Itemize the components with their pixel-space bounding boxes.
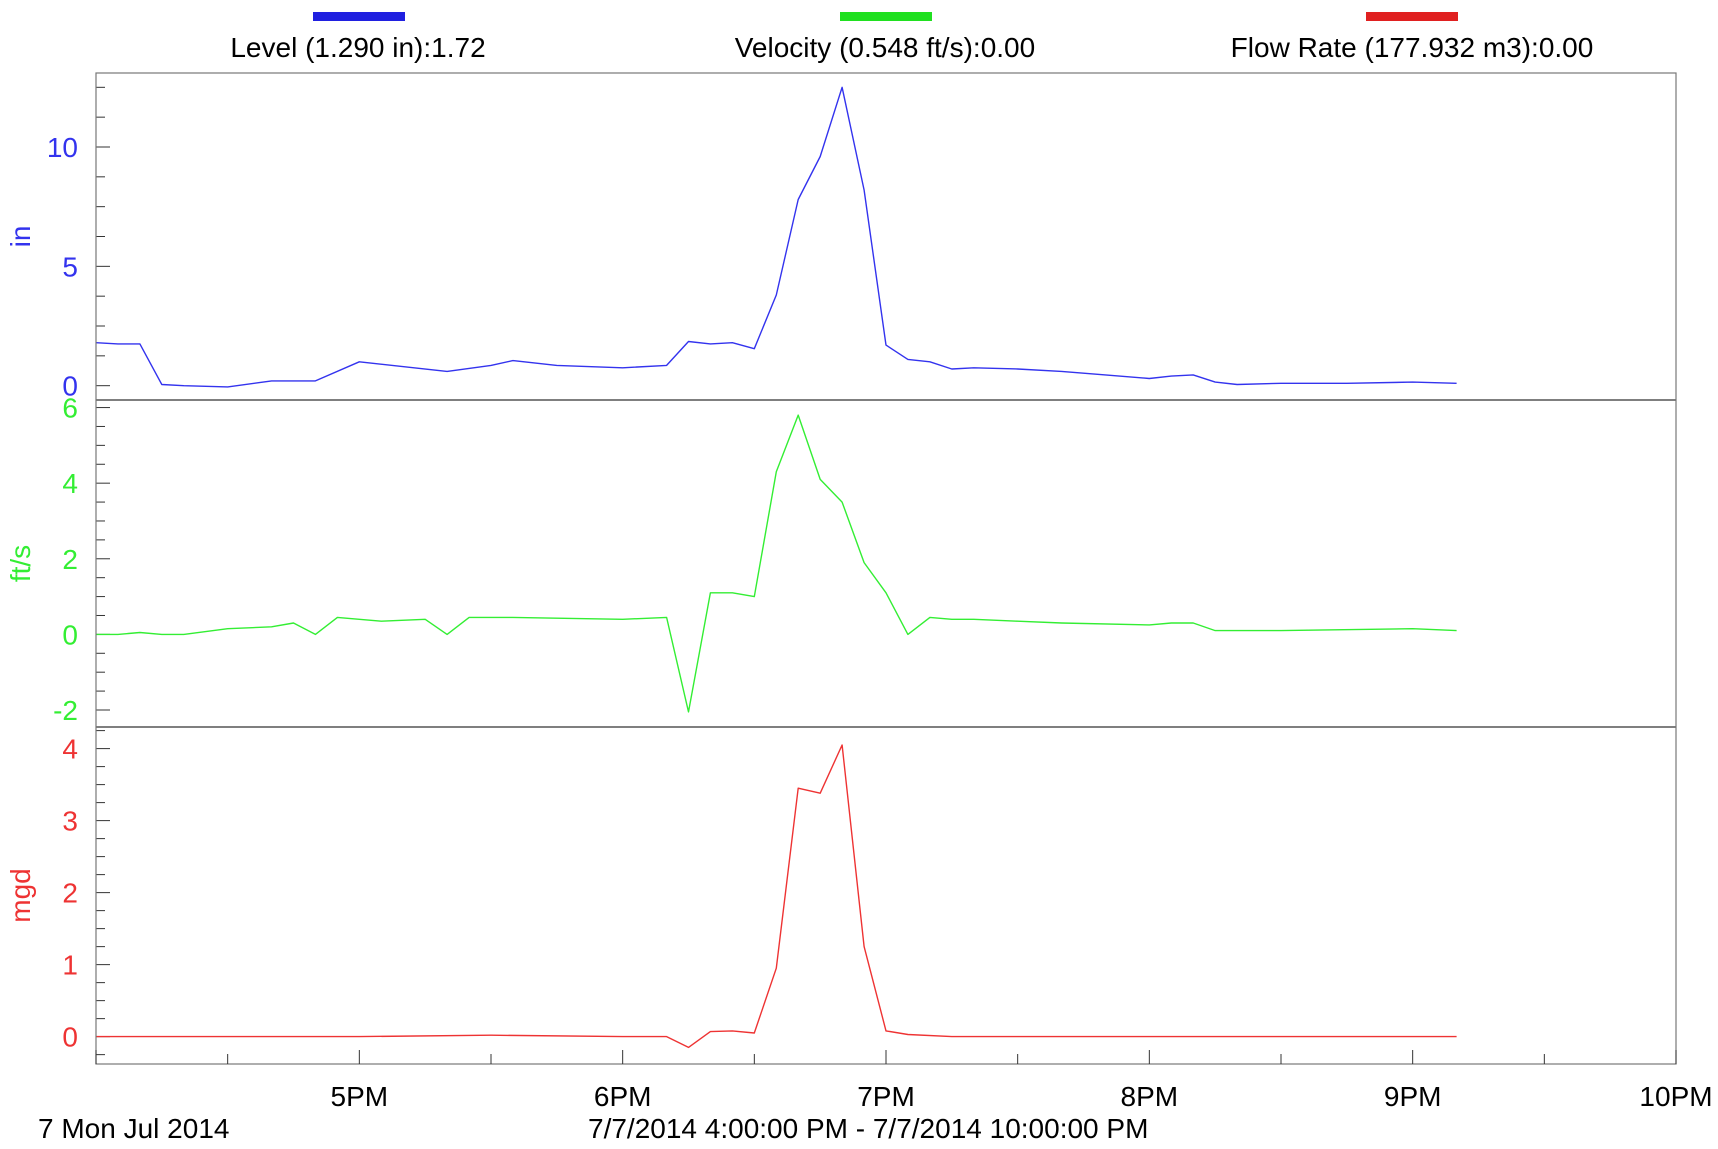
y-tick-label-1: 0 xyxy=(62,619,78,650)
series-line-level xyxy=(95,86,1457,388)
y-tick-label-0: 5 xyxy=(62,251,78,282)
y-axis-label-0: in xyxy=(5,226,36,248)
series-line-velocity xyxy=(96,414,1457,713)
legend-swatch-flow-rate xyxy=(1366,12,1458,21)
x-tick-label: 5PM xyxy=(331,1081,389,1110)
y-tick-label-2: 0 xyxy=(62,1022,78,1053)
y-axis-label-1: ft/s xyxy=(5,545,36,582)
y-tick-label-1: -2 xyxy=(53,695,78,726)
x-tick-label: 6PM xyxy=(594,1081,652,1110)
x-tick-label: 8PM xyxy=(1121,1081,1179,1110)
plot-frame xyxy=(95,72,1677,1065)
y-tick-label-2: 1 xyxy=(62,950,78,981)
y-tick-label-1: 6 xyxy=(62,393,78,424)
legend-label-level: Level (1.290 in):1.72 xyxy=(230,32,486,63)
chart-area: 0 5 10 in -2 0 2 4 6 ft/s 0 1 2 3 4 mgd 5PM 6PM 7PM 8PM 9PM 1… xyxy=(5,72,1713,1110)
y-tick-label-1: 2 xyxy=(62,544,78,575)
legend-swatch-level xyxy=(313,12,405,21)
y-tick-label-2: 2 xyxy=(62,878,78,909)
footer-range-label: 7/7/2014 4:00:00 PM - 7/7/2014 10:00:00 … xyxy=(588,1113,1149,1144)
y-tick-label-2: 3 xyxy=(62,806,78,837)
legend-label-velocity: Velocity (0.548 ft/s):0.00 xyxy=(734,32,1036,63)
x-tick-label: 7PM xyxy=(857,1081,915,1110)
footer-date-label: 7 Mon Jul 2014 xyxy=(38,1113,230,1144)
y-tick-label-0: 10 xyxy=(47,132,78,163)
y-tick-label-2: 4 xyxy=(62,734,78,765)
x-tick-label: 10PM xyxy=(1639,1081,1712,1110)
y-tick-label-0: 0 xyxy=(62,371,78,402)
series-line-flow-rate xyxy=(96,744,1457,1049)
y-tick-label-1: 4 xyxy=(62,468,78,499)
legend-swatch-velocity xyxy=(840,12,932,21)
y-axis-label-2: mgd xyxy=(5,868,36,922)
x-tick-label: 9PM xyxy=(1384,1081,1442,1110)
legend-label-flow-rate: Flow Rate (177.932 m3):0.00 xyxy=(1230,32,1594,63)
